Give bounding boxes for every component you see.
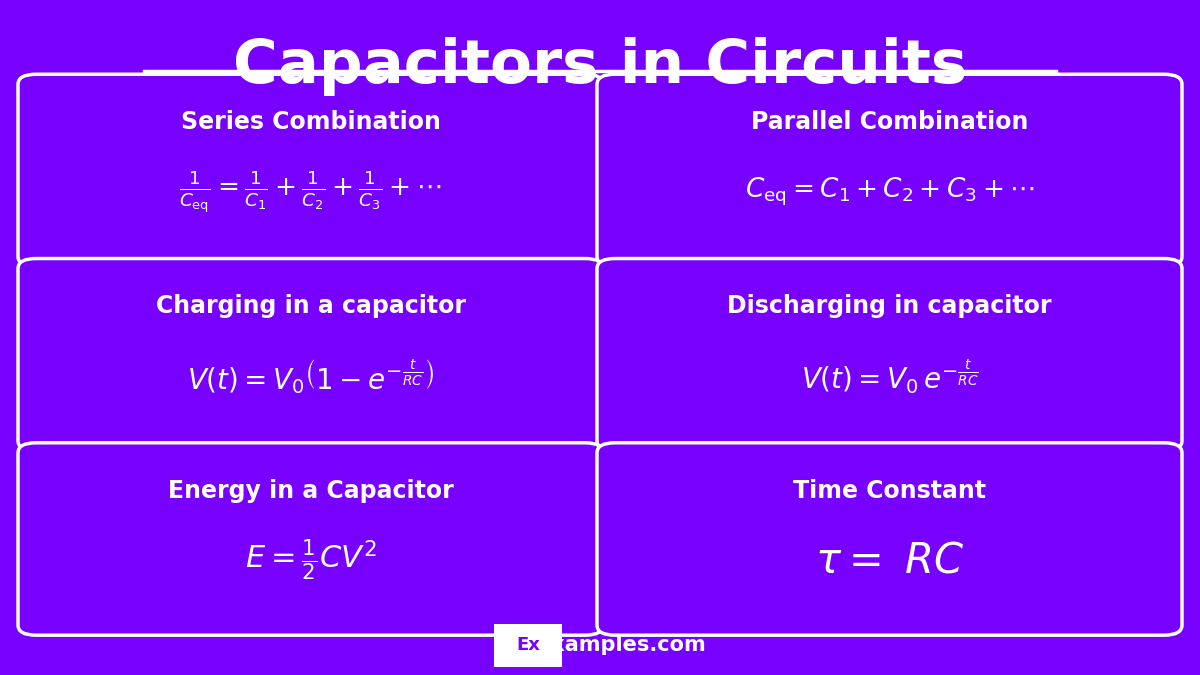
Text: $C_{\mathrm{eq}} = C_1 + C_2 + C_3 +\cdots$: $C_{\mathrm{eq}} = C_1 + C_2 + C_3 +\cdo… <box>745 176 1034 208</box>
Text: Parallel Combination: Parallel Combination <box>751 110 1028 134</box>
Text: $\tau = \ RC$: $\tau = \ RC$ <box>815 539 965 582</box>
Text: $\frac{1}{C_{\mathrm{eq}}} = \frac{1}{C_1} + \frac{1}{C_2} + \frac{1}{C_3} + \cd: $\frac{1}{C_{\mathrm{eq}}} = \frac{1}{C_… <box>179 169 442 215</box>
Text: $V(t) = V_0\, e^{-\frac{t}{RC}}$: $V(t) = V_0\, e^{-\frac{t}{RC}}$ <box>800 357 978 396</box>
FancyBboxPatch shape <box>494 624 562 667</box>
Text: Energy in a Capacitor: Energy in a Capacitor <box>168 479 454 503</box>
Text: Capacitors in Circuits: Capacitors in Circuits <box>233 37 967 96</box>
FancyBboxPatch shape <box>18 74 602 267</box>
Text: $V(t) = V_0\left(1 - e^{-\frac{t}{RC}}\right)$: $V(t) = V_0\left(1 - e^{-\frac{t}{RC}}\r… <box>187 357 434 396</box>
Text: $E = \frac{1}{2}CV^2$: $E = \frac{1}{2}CV^2$ <box>245 538 377 583</box>
Text: Examples.com: Examples.com <box>538 635 706 655</box>
Text: Ex: Ex <box>516 637 540 654</box>
Text: Time Constant: Time Constant <box>793 479 986 503</box>
FancyBboxPatch shape <box>596 74 1182 267</box>
FancyBboxPatch shape <box>18 443 602 635</box>
FancyBboxPatch shape <box>596 259 1182 451</box>
Text: Charging in a capacitor: Charging in a capacitor <box>156 294 466 319</box>
FancyBboxPatch shape <box>596 443 1182 635</box>
FancyBboxPatch shape <box>18 259 602 451</box>
Text: Discharging in capacitor: Discharging in capacitor <box>727 294 1051 319</box>
Text: Series Combination: Series Combination <box>180 110 440 134</box>
